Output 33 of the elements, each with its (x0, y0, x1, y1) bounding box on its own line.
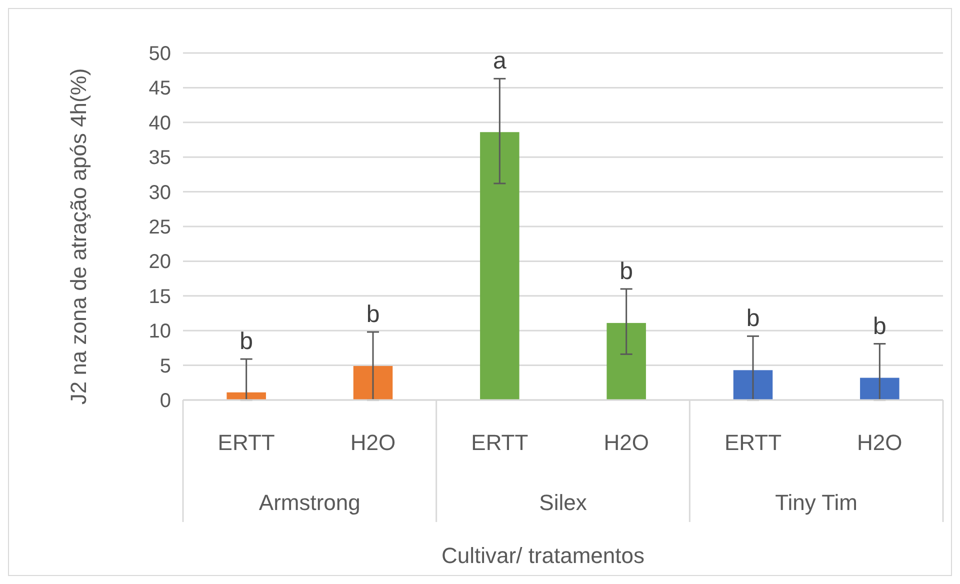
x-tick-label: ERTT (471, 430, 528, 455)
x-tick-label: ERTT (218, 430, 275, 455)
x-tick-label: H2O (350, 430, 396, 455)
bar (733, 370, 773, 400)
y-tick-label: 0 (160, 390, 171, 412)
y-tick-label: 25 (148, 216, 171, 238)
data-label: b (872, 312, 886, 340)
y-axis-title: J2 na zona de atração após 4h(%) (66, 68, 91, 405)
text: Armstrong (258, 490, 360, 515)
y-tick-label: 50 (148, 43, 171, 65)
x-tick-label: ERTT (724, 430, 782, 455)
x-axis-title: Cultivar/ tratamentos (442, 543, 644, 568)
text: Silex (539, 490, 587, 515)
y-tick-label: 20 (148, 251, 171, 274)
y-tick-label: 10 (148, 320, 171, 343)
text: Tiny Tim (775, 490, 858, 515)
y-tick-label: 45 (148, 78, 171, 100)
bar (353, 366, 393, 400)
y-tick-label: 30 (148, 182, 171, 204)
data-label: b (746, 305, 760, 332)
data-label: b (240, 328, 254, 356)
y-tick-label: 15 (148, 286, 171, 308)
bar (860, 378, 900, 400)
bar (606, 322, 646, 400)
bar (480, 132, 520, 400)
y-tick-label: 40 (148, 112, 171, 134)
y-tick-label: 5 (160, 355, 171, 378)
y-tick-label: 35 (148, 147, 171, 170)
x-tick-label: H2O (857, 430, 902, 455)
data-label: b (620, 258, 634, 285)
x-tick-label: H2O (604, 430, 649, 455)
data-label: b (366, 300, 380, 328)
data-label: a (492, 48, 507, 75)
